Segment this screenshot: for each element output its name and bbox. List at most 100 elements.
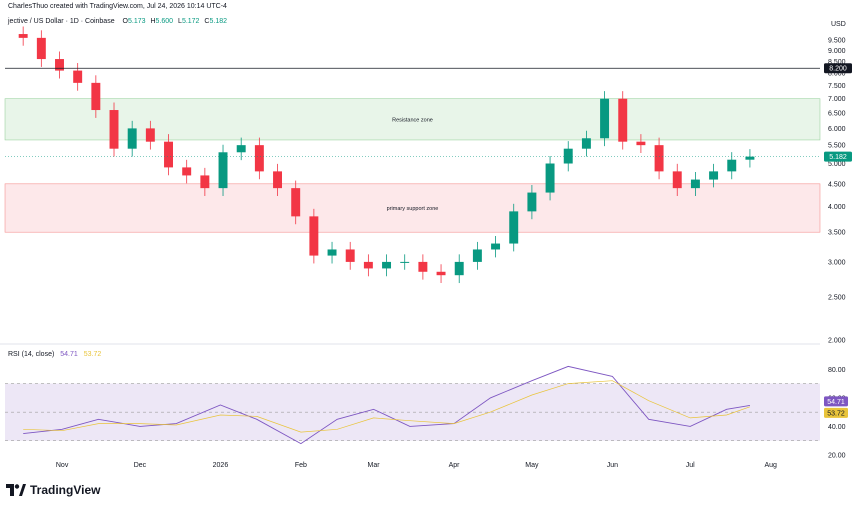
rsi-ma-legend-value: 53.72 bbox=[83, 351, 102, 358]
candle-body bbox=[327, 249, 337, 256]
candle-body bbox=[618, 98, 628, 142]
price-tick-label: 6.500 bbox=[828, 110, 846, 117]
ohlc-high-label: H bbox=[150, 18, 156, 25]
candle-body bbox=[36, 37, 46, 60]
candle-body bbox=[127, 128, 137, 149]
time-tick-label: Jul bbox=[686, 462, 695, 469]
price-tick-label: 4.000 bbox=[828, 204, 846, 211]
horizontal-level-label: 8.200 bbox=[829, 66, 847, 73]
price-tick-label: 5.500 bbox=[828, 143, 846, 150]
time-tick-label: Feb bbox=[295, 462, 307, 469]
price-tick-label: 3.500 bbox=[828, 230, 846, 237]
candle-body bbox=[309, 216, 319, 256]
candle-body bbox=[291, 188, 301, 217]
time-tick-label: May bbox=[525, 462, 539, 469]
rsi-value-label: 54.71 bbox=[827, 399, 845, 406]
candle-body bbox=[709, 171, 719, 180]
time-tick-label: Aug bbox=[764, 462, 777, 469]
ohlc-open-value: 5.173 bbox=[128, 18, 146, 25]
support-zone-label: primary support zone bbox=[387, 206, 439, 212]
candle-body bbox=[273, 171, 283, 189]
price-tick-label: 7.000 bbox=[828, 96, 846, 103]
horizontal-level-badge bbox=[824, 63, 852, 74]
rsi-tick-label: 40.00 bbox=[828, 424, 846, 431]
price-tick-label: 4.500 bbox=[828, 181, 846, 188]
time-axis[interactable]: Nov Dec 2026 Feb Mar Apr May Jun Jul Aug bbox=[56, 462, 777, 469]
ohlc-close-value: 5.182 bbox=[209, 18, 228, 25]
resistance-zone-label: Resistance zone bbox=[392, 117, 433, 123]
time-tick-label: Jun bbox=[607, 462, 618, 469]
price-tick-label: 7.500 bbox=[828, 83, 846, 90]
tradingview-logo-text: TradingView bbox=[30, 483, 101, 497]
rsi-tick-label: 20.00 bbox=[828, 453, 846, 460]
candle-body bbox=[164, 141, 173, 168]
price-tick-label: 2.500 bbox=[828, 295, 846, 302]
candle-body bbox=[600, 98, 610, 139]
header-credit: CharlesThuo created with TradingView.com… bbox=[8, 3, 227, 10]
time-tick-label: 2026 bbox=[213, 462, 229, 469]
price-tick-label: 3.000 bbox=[828, 259, 846, 266]
symbol-info[interactable]: jective / US Dollar · 1D · Coinbase O5.1… bbox=[8, 18, 230, 25]
candlestick-series bbox=[18, 26, 755, 284]
candle-body bbox=[727, 159, 737, 172]
time-tick-label: Nov bbox=[56, 462, 69, 469]
candle-body bbox=[200, 175, 210, 189]
candle-body bbox=[145, 128, 155, 142]
candle-body bbox=[18, 34, 28, 38]
price-tick-label: 9.500 bbox=[828, 37, 846, 44]
time-tick-label: Apr bbox=[449, 462, 461, 469]
rsi-legend[interactable]: RSI (14, close) 54.71 53.72 bbox=[8, 351, 101, 358]
candle-body bbox=[581, 138, 591, 149]
candle-body bbox=[436, 271, 446, 276]
price-tick-label: 9.000 bbox=[828, 48, 846, 55]
candle-body bbox=[654, 145, 664, 172]
rsi-ma-line bbox=[23, 380, 751, 433]
price-tick-label: 8.000 bbox=[828, 70, 846, 77]
candle-body bbox=[545, 163, 555, 193]
last-price-badge bbox=[824, 151, 852, 162]
symbol-name[interactable]: jective / US Dollar · 1D · Coinbase bbox=[8, 18, 115, 25]
ohlc-open-label: O bbox=[122, 18, 128, 25]
candle-body bbox=[236, 145, 246, 153]
ohlc-high-value: 5.600 bbox=[155, 18, 174, 25]
candle-body bbox=[527, 192, 537, 212]
time-tick-label: Dec bbox=[134, 462, 147, 469]
candle-body bbox=[472, 249, 482, 262]
candle-body bbox=[418, 261, 428, 272]
candle-body bbox=[382, 261, 392, 269]
candle-body bbox=[55, 59, 64, 71]
price-tick-label: 5.000 bbox=[828, 161, 846, 168]
candle-body bbox=[690, 179, 700, 189]
candle-body bbox=[400, 261, 410, 263]
rsi-legend-value: 54.71 bbox=[60, 351, 78, 358]
price-axis[interactable]: 2.000 2.500 3.000 3.500 4.000 4.500 5.000 5.500… bbox=[828, 37, 846, 344]
currency-label[interactable]: USD bbox=[831, 21, 846, 28]
candle-body bbox=[218, 152, 228, 189]
candle-body bbox=[636, 141, 646, 146]
support-zone bbox=[4, 183, 821, 233]
ohlc-close-label: C bbox=[204, 18, 210, 25]
ohlc-low-label: L bbox=[178, 18, 182, 25]
candle-body bbox=[109, 110, 119, 149]
candle-body bbox=[345, 249, 355, 262]
rsi-value-badge bbox=[824, 396, 848, 407]
tradingview-logo[interactable]: TradingView bbox=[6, 483, 100, 497]
candle-body bbox=[745, 156, 755, 160]
candle-body bbox=[182, 167, 192, 176]
candle-body bbox=[491, 243, 501, 250]
candle-body bbox=[509, 211, 519, 244]
candle-body bbox=[73, 70, 83, 83]
candle-body bbox=[454, 261, 464, 276]
candle-body bbox=[563, 148, 573, 164]
rsi-tick-label: 80.00 bbox=[828, 367, 846, 374]
price-tick-label: 8.500 bbox=[828, 59, 846, 66]
tradingview-logo-icon bbox=[6, 484, 26, 496]
price-tick-label: 6.000 bbox=[828, 126, 846, 133]
candle-body bbox=[91, 82, 101, 111]
price-pane[interactable]: 2.000 2.500 3.000 3.500 4.000 4.500 5.000 5.500… bbox=[4, 26, 852, 345]
candle-body bbox=[254, 145, 264, 172]
candle-body bbox=[672, 171, 682, 189]
